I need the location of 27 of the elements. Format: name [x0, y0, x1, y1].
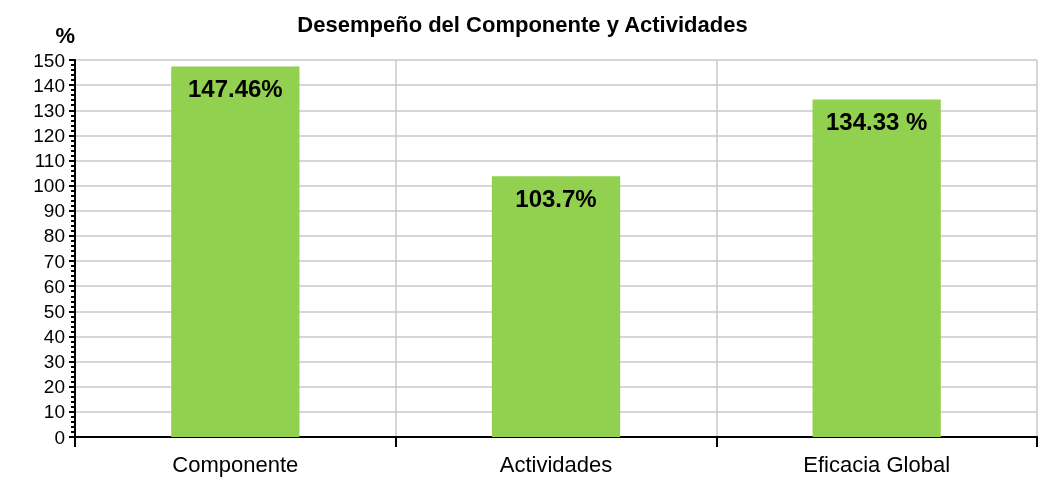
y-tick-label: 150	[33, 49, 65, 71]
y-tick-label: 80	[43, 225, 65, 247]
y-tick-label: 0	[54, 426, 65, 448]
y-tick-label: 10	[43, 401, 65, 423]
y-tick-label: 30	[43, 351, 65, 373]
bar	[171, 66, 300, 437]
y-tick-label: 140	[33, 74, 65, 96]
y-tick-label: 40	[43, 325, 65, 347]
y-axis-title: %	[55, 22, 75, 48]
y-tick-label: 120	[33, 124, 65, 146]
y-tick-label: 90	[43, 200, 65, 222]
data-label: 103.7%	[515, 184, 597, 212]
y-tick-label: 20	[43, 376, 65, 398]
y-tick-label: 60	[43, 275, 65, 297]
y-tick-label: 100	[33, 175, 65, 197]
data-label: 147.46%	[187, 74, 283, 102]
x-tick-label: Eficacia Global	[803, 451, 951, 477]
chart-title: Desempeño del Componente y Actividades	[297, 11, 748, 37]
x-tick-label: Componente	[172, 451, 299, 477]
y-tick-label: 50	[43, 300, 65, 322]
data-label: 134.33 %	[825, 107, 928, 135]
y-tick-label: 130	[33, 99, 65, 121]
x-tick-label: Actividades	[499, 451, 613, 477]
bar	[812, 99, 941, 437]
bar	[491, 176, 621, 437]
y-tick-label: 110	[34, 150, 65, 172]
y-tick-label: 70	[43, 250, 65, 272]
